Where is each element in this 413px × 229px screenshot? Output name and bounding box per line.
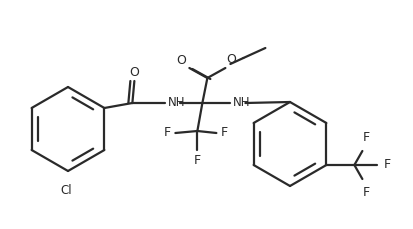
Text: O: O: [226, 53, 236, 66]
Text: F: F: [362, 131, 369, 144]
Text: O: O: [129, 66, 139, 79]
Text: F: F: [382, 158, 389, 172]
Text: F: F: [164, 126, 171, 139]
Text: NH: NH: [168, 95, 185, 109]
Text: NH: NH: [233, 95, 250, 109]
Text: O: O: [176, 54, 186, 67]
Text: F: F: [362, 186, 369, 199]
Text: F: F: [193, 154, 200, 167]
Text: F: F: [220, 126, 227, 139]
Text: Cl: Cl: [60, 184, 71, 197]
